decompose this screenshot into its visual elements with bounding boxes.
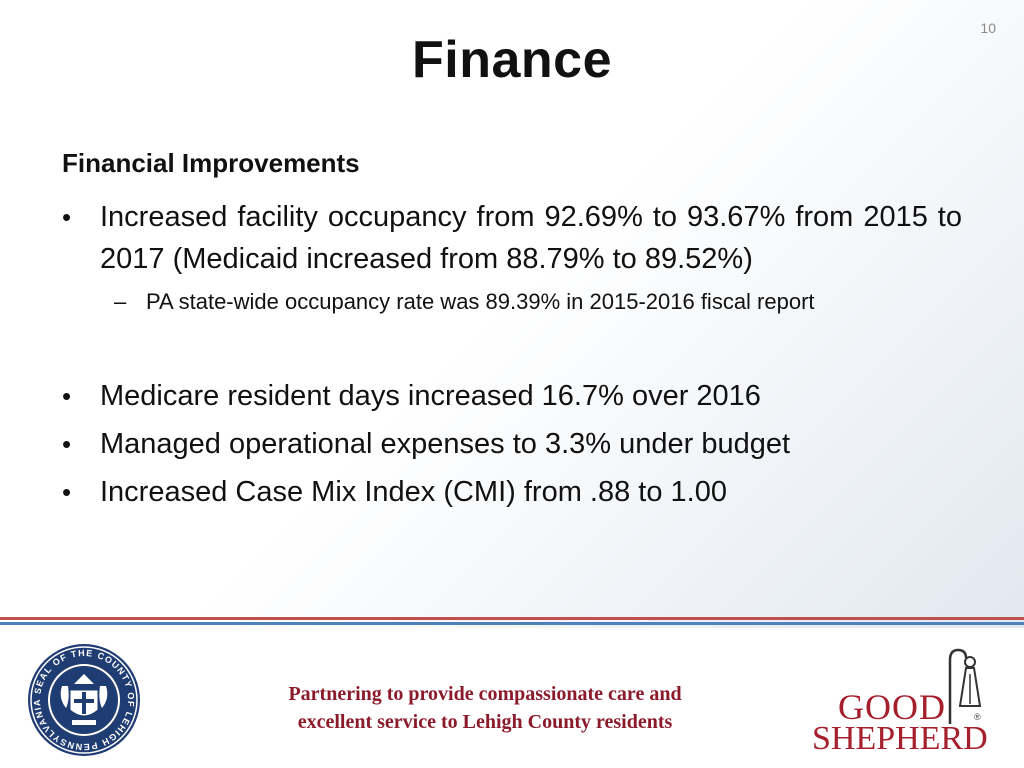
slide-number: 10	[980, 20, 996, 36]
registered-mark: ®	[974, 712, 981, 722]
tagline-line-1: Partnering to provide compassionate care…	[288, 683, 682, 705]
bullet-text: Increased Case Mix Index (CMI) from .88 …	[100, 476, 727, 508]
bullet-item-occupancy: • Increased facility occupancy from 92.6…	[62, 196, 962, 280]
bullet-item-cmi: • Increased Case Mix Index (CMI) from .8…	[62, 468, 962, 516]
tagline-line-2: excellent service to Lehigh County resid…	[297, 711, 673, 733]
bullet-marker: •	[62, 381, 72, 411]
footer-divider-blue	[0, 622, 1024, 625]
footer	[0, 628, 1024, 768]
bullet-text: Managed operational expenses to 3.3% und…	[100, 428, 791, 460]
section-heading: Financial Improvements	[62, 148, 360, 178]
logo-text-shepherd: SHEPHERD	[812, 720, 988, 757]
footer-tagline: Partnering to provide compassionate care…	[220, 680, 750, 736]
bullet-list: • Increased facility occupancy from 92.6…	[62, 196, 962, 516]
slide-title: Finance	[412, 31, 612, 89]
footer-divider-red	[0, 617, 1024, 620]
bullet-marker: •	[62, 429, 72, 459]
logo-text-good: GOOD	[838, 687, 946, 727]
shepherd-figure-icon	[948, 648, 982, 724]
bullet-text: Medicare resident days increased 16.7% o…	[100, 380, 761, 412]
bullet-text: Increased facility occupancy from 92.69%…	[100, 201, 962, 275]
county-seal-icon: SEAL OF THE COUNTY OF LEHIGH PENNSYLVANI…	[28, 644, 140, 756]
bullet-marker: •	[62, 477, 72, 507]
sub-bullet-text: PA state-wide occupancy rate was 89.39% …	[146, 289, 815, 314]
spacer	[62, 322, 962, 372]
sub-bullet-item-state-occupancy: – PA state-wide occupancy rate was 89.39…	[62, 282, 962, 322]
bullet-item-expenses: • Managed operational expenses to 3.3% u…	[62, 420, 962, 468]
bullet-item-medicare: • Medicare resident days increased 16.7%…	[62, 372, 962, 420]
sub-bullet-marker: –	[114, 289, 127, 314]
bullet-marker: •	[62, 202, 72, 232]
good-shepherd-logo: GOOD SHEPHERD ®	[808, 646, 998, 758]
